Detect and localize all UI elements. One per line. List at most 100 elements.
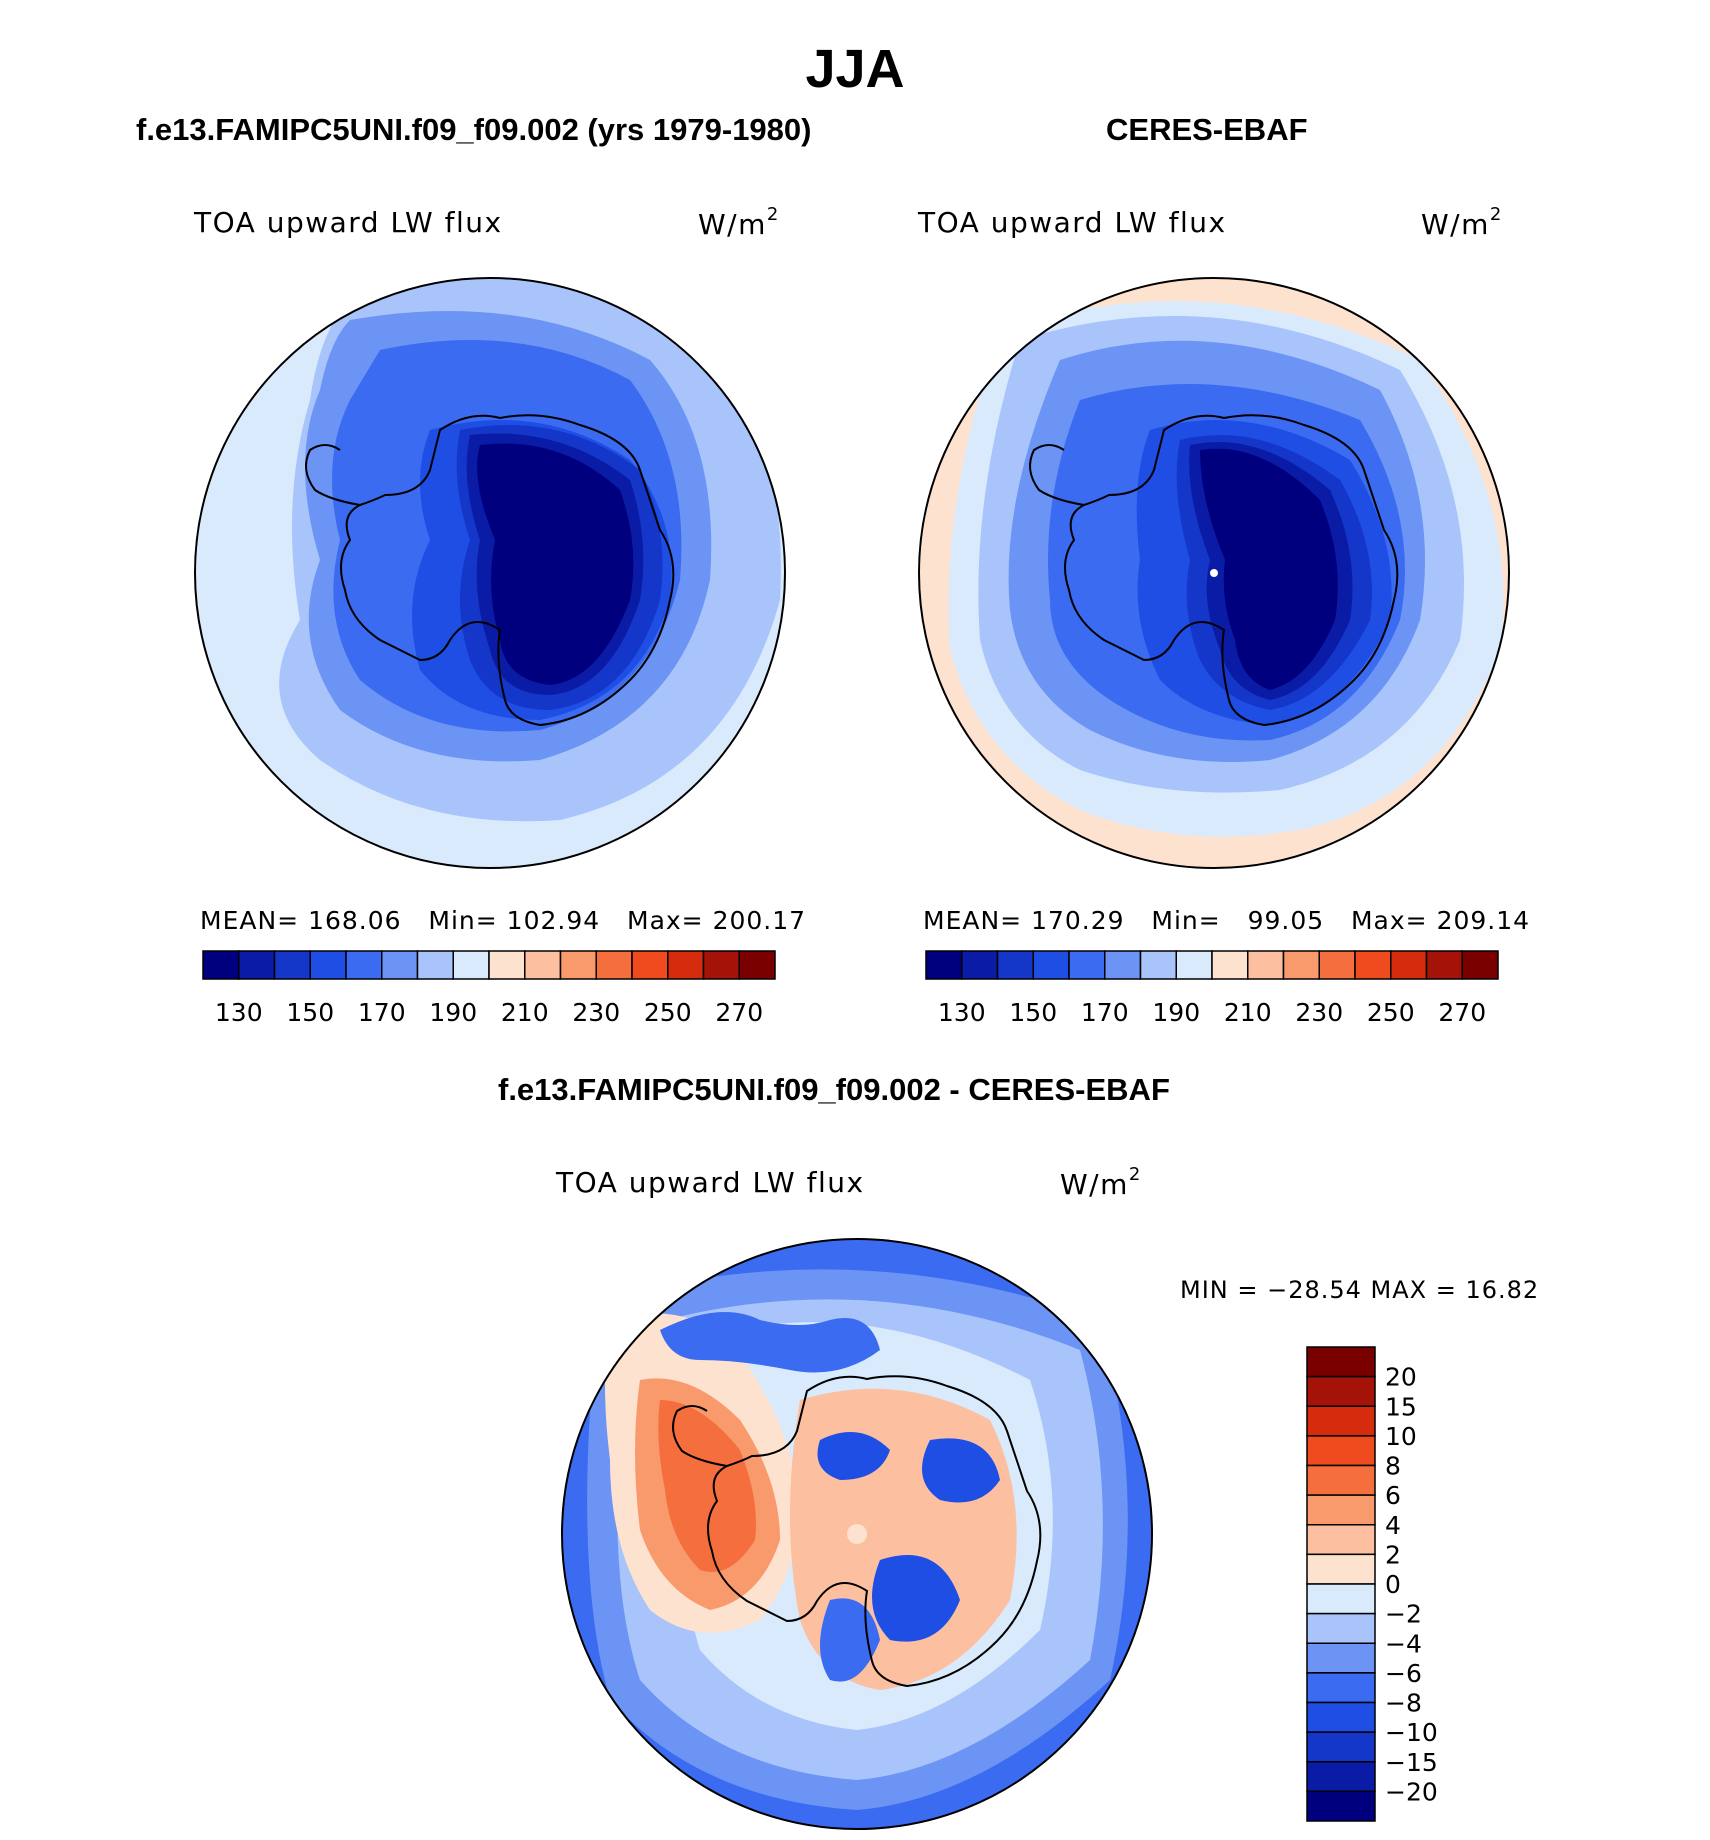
colorbar-box	[1306, 1642, 1376, 1674]
panel-1-title: f.e13.FAMIPC5UNI.f09_f09.002 (yrs 1979-1…	[136, 112, 812, 147]
colorbar-tick-label: −8	[1385, 1689, 1422, 1718]
colorbar-box	[1306, 1405, 1376, 1437]
colorbar-tick-label: 190	[1152, 998, 1200, 1027]
colorbar-tick-label: −10	[1385, 1718, 1438, 1747]
colorbar-box	[1306, 1494, 1376, 1526]
colorbar-tick-label: −20	[1385, 1777, 1438, 1806]
colorbar-box	[1282, 950, 1320, 980]
colorbar-box	[1306, 1375, 1376, 1407]
model-map	[195, 278, 785, 868]
diff-map	[562, 1239, 1152, 1829]
colorbar-tick-label: 8	[1385, 1452, 1401, 1481]
colorbar-box	[1306, 1524, 1376, 1556]
colorbar-box	[1032, 950, 1070, 980]
main-title: JJA	[805, 39, 905, 99]
colorbar-tick-label: 190	[429, 998, 477, 1027]
diff-panel-units: W/m2	[1060, 1164, 1142, 1201]
colorbar-box	[1068, 950, 1106, 980]
panel-2-title: CERES-EBAF	[1106, 112, 1308, 147]
colorbar-tick-label: 250	[1367, 998, 1415, 1027]
colorbar-tick-label: 230	[572, 998, 620, 1027]
colorbar-box	[1390, 950, 1428, 980]
colorbar-box	[1306, 1790, 1376, 1822]
colorbar-tick-label: 130	[215, 998, 263, 1027]
panel-1-units: W/m2	[698, 204, 780, 241]
colorbar-box	[1306, 1672, 1376, 1704]
model-colorbar: 130 150 170 190 210 230 250 270	[202, 950, 776, 1027]
panel-2-stats: MEAN= 170.29 Min= 99.05 Max= 209.14	[923, 906, 1531, 935]
colorbar-box	[595, 950, 633, 980]
colorbar-box	[1425, 950, 1463, 980]
obs-map-border	[918, 277, 1510, 869]
colorbar-box	[702, 950, 740, 980]
colorbar-tick-label: 210	[1224, 998, 1272, 1027]
colorbar-tick-label: 10	[1385, 1422, 1417, 1451]
obs-colorbar: 130 150 170 190 210 230 250 270	[925, 950, 1499, 1027]
colorbar-tick-label: 210	[501, 998, 549, 1027]
model-map-border	[194, 277, 786, 869]
colorbar-box	[1306, 1701, 1376, 1733]
colorbar-tick-label: 230	[1295, 998, 1343, 1027]
colorbar-box	[488, 950, 526, 980]
colorbar-tick-label: 4	[1385, 1511, 1401, 1540]
colorbar-tick-label: 270	[715, 998, 763, 1027]
colorbar-tick-label: −15	[1385, 1748, 1438, 1777]
colorbar-box	[416, 950, 454, 980]
colorbar-box	[1306, 1435, 1376, 1467]
colorbar-box	[559, 950, 597, 980]
diff-panel-variable: TOA upward LW flux	[556, 1166, 865, 1199]
colorbar-box	[1306, 1731, 1376, 1763]
panel-2-variable: TOA upward LW flux	[918, 206, 1227, 239]
colorbar-box	[1318, 950, 1356, 980]
colorbar-box	[667, 950, 705, 980]
colorbar-box	[345, 950, 383, 980]
colorbar-box	[1306, 1553, 1376, 1585]
colorbar-tick-label: 2	[1385, 1540, 1401, 1569]
colorbar-tick-label: 6	[1385, 1481, 1401, 1510]
colorbar-box	[1354, 950, 1392, 980]
colorbar-box	[1306, 1346, 1376, 1378]
colorbar-box	[1247, 950, 1285, 980]
diff-minmax: MIN = −28.54 MAX = 16.82	[1180, 1276, 1540, 1304]
colorbar-tick-label: 170	[358, 998, 406, 1027]
colorbar-box	[738, 950, 776, 980]
colorbar-box	[1139, 950, 1177, 980]
colorbar-tick-label: 15	[1385, 1392, 1417, 1421]
panel-2-units: W/m2	[1421, 204, 1503, 241]
panel-1-stats: MEAN= 168.06 Min= 102.94 Max= 200.17	[200, 906, 807, 935]
colorbar-box	[238, 950, 276, 980]
colorbar-box	[996, 950, 1034, 980]
colorbar-box	[452, 950, 490, 980]
colorbar-tick-label: 20	[1385, 1363, 1417, 1392]
colorbar-tick-label: −6	[1385, 1659, 1422, 1688]
colorbar-box	[1306, 1761, 1376, 1793]
colorbar-box	[309, 950, 347, 980]
diff-panel-title: f.e13.FAMIPC5UNI.f09_f09.002 - CERES-EBA…	[498, 1072, 1170, 1107]
colorbar-box	[1211, 950, 1249, 980]
panel-1-variable: TOA upward LW flux	[194, 206, 503, 239]
colorbar-tick-label: 170	[1081, 998, 1129, 1027]
colorbar-box	[1104, 950, 1142, 980]
colorbar-tick-label: 130	[938, 998, 986, 1027]
colorbar-box	[202, 950, 240, 980]
colorbar-box	[1306, 1464, 1376, 1496]
colorbar-box	[631, 950, 669, 980]
colorbar-tick-label: 250	[644, 998, 692, 1027]
colorbar-box	[1306, 1583, 1376, 1615]
diff-map-border	[561, 1238, 1153, 1830]
obs-map	[919, 278, 1509, 868]
colorbar-box	[925, 950, 963, 980]
colorbar-tick-label: 270	[1438, 998, 1486, 1027]
colorbar-box	[961, 950, 999, 980]
colorbar-box	[524, 950, 562, 980]
colorbar-box	[1461, 950, 1499, 980]
colorbar-tick-label: 150	[286, 998, 334, 1027]
colorbar-box	[273, 950, 311, 980]
colorbar-box	[1306, 1612, 1376, 1644]
colorbar-tick-label: 0	[1385, 1570, 1401, 1599]
colorbar-tick-label: −4	[1385, 1629, 1422, 1658]
colorbar-tick-label: 150	[1009, 998, 1057, 1027]
colorbar-tick-label: −2	[1385, 1600, 1422, 1629]
